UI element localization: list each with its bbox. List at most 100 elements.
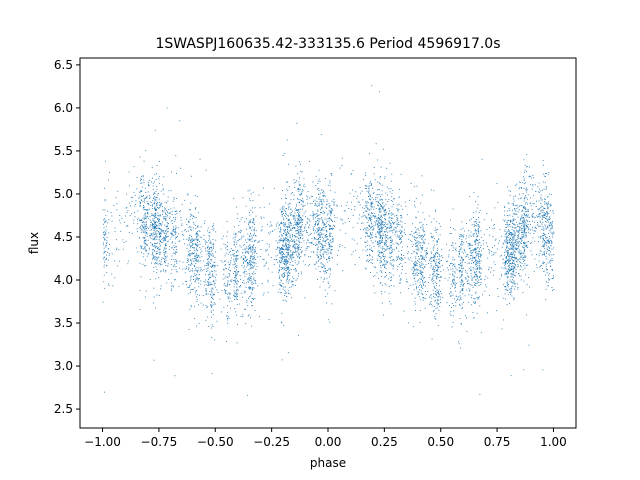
data-point [412,270,414,272]
data-point [318,219,320,221]
data-point [165,245,167,246]
data-point [204,284,206,286]
data-point [200,226,202,228]
data-point [519,187,521,189]
data-point [330,212,332,214]
data-point [388,272,390,273]
data-point [474,271,476,273]
data-point [512,239,514,241]
data-point [146,244,148,245]
data-point [415,198,417,199]
data-point [104,199,106,201]
data-point [206,306,208,308]
data-point [508,230,510,232]
data-point [459,256,461,258]
data-point [240,285,241,286]
data-point [299,214,300,216]
data-point [191,245,193,247]
data-point [250,278,252,280]
data-point [538,241,539,243]
data-point [252,298,254,300]
data-point [416,288,417,290]
data-point [521,234,523,235]
data-point [145,225,147,227]
data-point [512,260,514,261]
data-point [381,207,383,209]
data-point [542,229,544,231]
data-point [422,247,424,248]
data-point [322,266,323,268]
data-point [191,236,192,237]
data-point [388,214,390,216]
data-point [381,219,383,221]
data-point [396,269,398,270]
data-point [210,247,212,248]
data-point [455,287,456,288]
data-point [477,224,479,226]
data-point [537,224,538,226]
data-point [195,228,197,230]
data-point [466,317,467,319]
data-point [297,233,299,234]
data-point [543,212,545,213]
data-point [419,278,421,279]
data-point [371,234,373,236]
data-point [175,238,176,240]
data-point [295,243,297,245]
data-point [280,262,281,264]
data-point [154,202,155,204]
data-point [322,189,324,191]
data-point [283,249,285,251]
data-point [144,218,146,220]
data-point [511,282,513,283]
data-point [522,220,524,222]
data-point [159,228,160,230]
data-point [189,235,191,236]
data-point [210,293,212,295]
data-point [550,245,552,246]
data-point [450,315,452,316]
data-point [166,236,167,238]
data-point [326,225,328,227]
data-point [155,307,156,309]
data-point [546,213,548,214]
data-point [258,241,260,243]
data-point [505,226,507,228]
data-point [192,243,193,245]
data-point [282,239,284,241]
data-point [160,230,162,232]
data-point [197,225,199,227]
data-point [143,223,145,225]
data-point [385,234,386,235]
data-point [413,237,415,239]
data-point [250,210,252,212]
data-point [208,255,210,256]
data-point [157,236,159,238]
data-point [551,232,553,234]
data-point [377,159,379,161]
data-point [418,286,420,288]
data-point [316,201,318,203]
data-point [512,220,514,222]
data-point [187,251,189,253]
data-point [320,230,322,232]
data-point [227,282,228,284]
data-point [547,285,549,287]
data-point [514,286,516,287]
data-point [157,247,159,249]
data-point [103,274,105,276]
data-point [198,304,200,306]
data-point [504,207,506,208]
data-point [400,215,402,216]
data-point [239,303,241,305]
data-point [190,227,192,229]
data-point [235,234,237,236]
data-point [373,225,375,227]
data-point [411,253,413,254]
data-point [367,202,369,204]
data-point [211,271,213,272]
data-point [281,211,283,213]
data-point [209,242,211,244]
data-point [144,229,146,231]
data-point [508,203,510,205]
